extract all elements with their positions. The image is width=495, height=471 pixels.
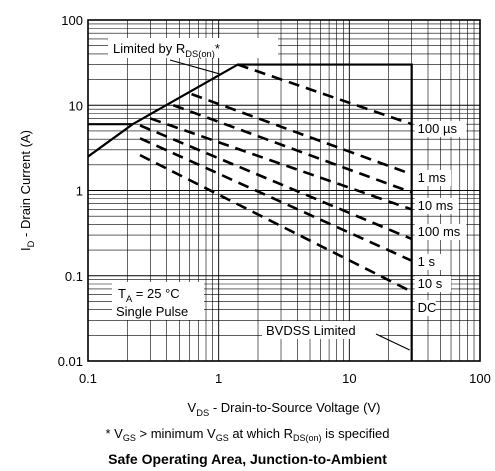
- series-label-bg: [414, 224, 467, 240]
- series-label: 1 s: [418, 254, 436, 269]
- rds-label-bg: [108, 38, 278, 58]
- note-prefix: * V: [105, 426, 123, 441]
- note-mid2: at which R: [228, 426, 294, 441]
- series-line: [237, 63, 413, 126]
- pulse-label: Single Pulse: [116, 304, 188, 319]
- rds-label: Limited by RDS(on)*: [113, 41, 220, 59]
- bvdss-label: BVDSS Limited: [266, 323, 356, 338]
- curve-labels: 100 µs 1 ms 10 ms 100 ms 1 s 10 s DC: [414, 121, 467, 316]
- tick-labels: 0.1 1 10 100 0.01 0.1 1 10 100 VDS - Drain-to-Sou…: [18, 13, 491, 418]
- bvdss-label-bg: [262, 321, 380, 339]
- x-tick-label: 100: [469, 371, 491, 386]
- x-tick-label: 1: [215, 371, 222, 386]
- y-tick-label: 0.1: [65, 269, 83, 284]
- y-tick-label: 0.01: [58, 354, 83, 369]
- grid-lines: [88, 20, 480, 361]
- plot-frame: [87, 19, 481, 362]
- ta-label-bg: [112, 282, 204, 320]
- chart-title: Safe Operating Area, Junction-to-Ambient: [108, 451, 387, 467]
- y-axis-title: ID - Drain Current (A): [18, 130, 36, 251]
- note-sub-gs: GS: [122, 433, 136, 443]
- x-tick-label: 0.1: [79, 371, 97, 386]
- series-label-bg: [414, 170, 452, 186]
- y-tick-label: 1: [76, 184, 83, 199]
- series-line: [149, 117, 413, 211]
- series-lines: [88, 63, 413, 293]
- series-label: 10 s: [418, 276, 443, 291]
- series-line: [139, 124, 413, 241]
- series-label-bg: [414, 121, 467, 137]
- series-label-bg: [414, 198, 459, 214]
- series-line: [172, 104, 413, 194]
- note-suffix: is specified: [321, 426, 390, 441]
- series-label: DC: [418, 300, 437, 315]
- series-label-bg: [414, 276, 452, 292]
- series-label: 10 ms: [418, 198, 454, 213]
- ta-label: TA = 25 °C: [118, 286, 180, 304]
- note-sub-rds: DS(on): [293, 433, 322, 443]
- series-label: 100 µs: [418, 121, 458, 136]
- series-label: 1 ms: [418, 170, 447, 185]
- series-label-bg: [414, 254, 444, 270]
- soa-boundary: [87, 63, 413, 361]
- note-mid: > minimum V: [135, 426, 216, 441]
- footnote: * VGS > minimum VGS at which RDS(on) is …: [0, 426, 495, 443]
- x-tick-label: 10: [342, 371, 356, 386]
- y-tick-label: 100: [61, 13, 83, 28]
- note-sub-gs-2: GS: [215, 433, 229, 443]
- boundary-line: [87, 63, 413, 361]
- series-line: [139, 153, 413, 293]
- x-axis-title: VDS - Drain-to-Source Voltage (V): [188, 400, 381, 418]
- rds-leader-line: [169, 59, 222, 75]
- series-line: [139, 137, 413, 262]
- annotations: Limited by RDS(on)* BVDSS Limited TA = 25 …: [108, 38, 410, 351]
- series-line: [191, 92, 413, 176]
- y-tick-label: 10: [69, 98, 83, 113]
- series-label: 100 ms: [418, 224, 461, 239]
- bvdss-leader-line: [375, 333, 410, 351]
- series-label-bg: [414, 300, 436, 316]
